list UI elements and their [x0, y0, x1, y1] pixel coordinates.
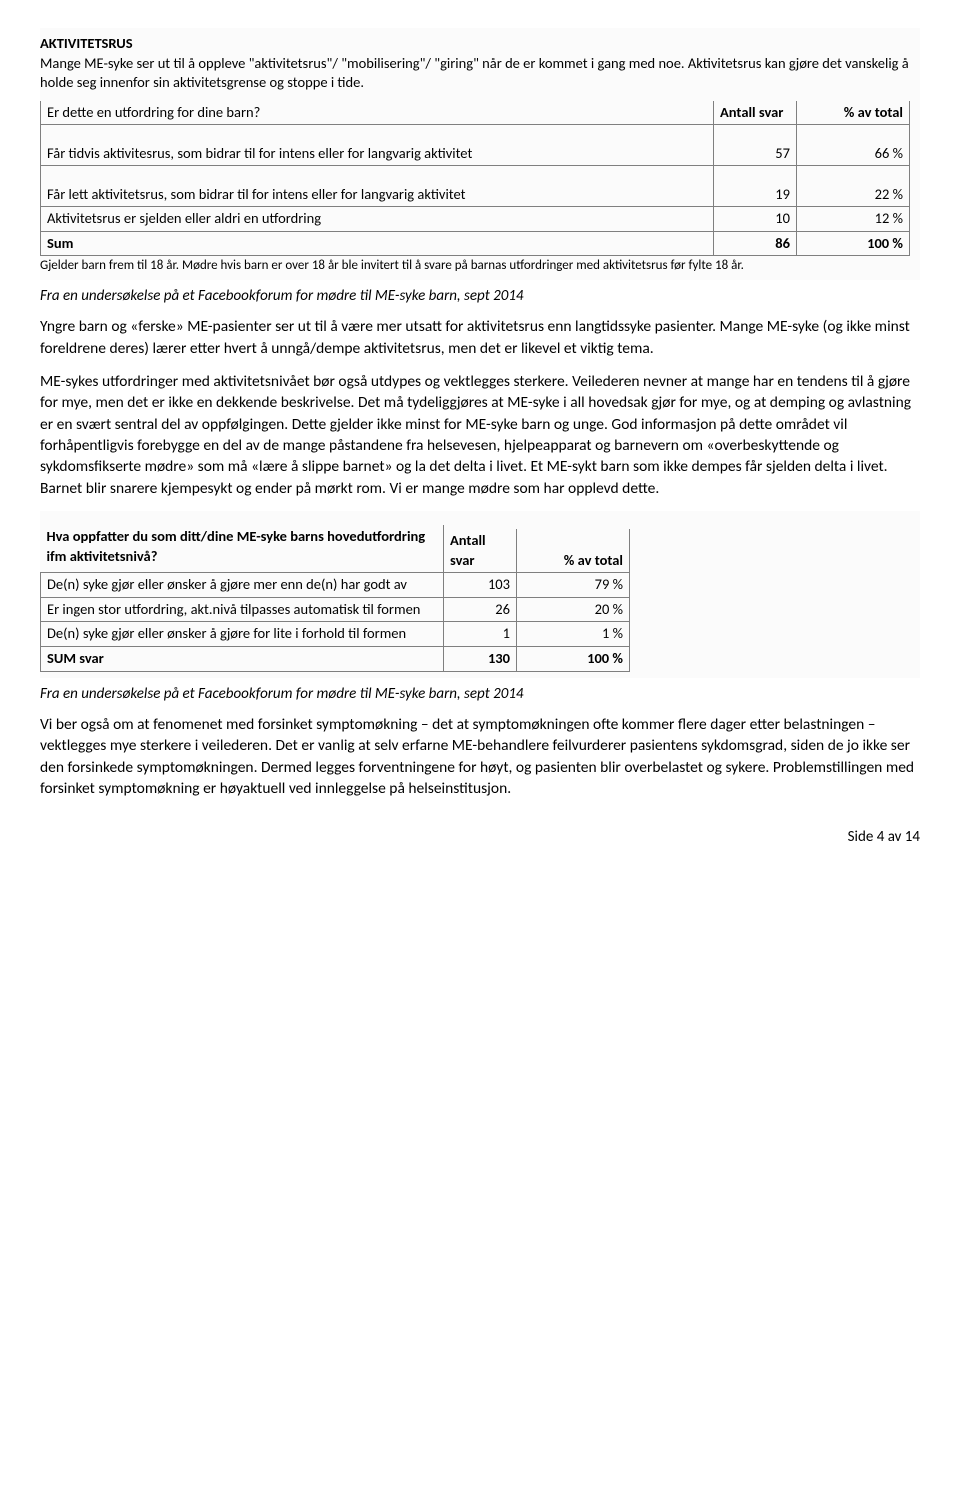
row-n: 103 — [444, 573, 517, 598]
page-footer: Side 4 av 14 — [40, 827, 920, 847]
table-row: Aktivitetsrus er sjelden eller aldri en … — [41, 207, 910, 232]
row-n: 57 — [714, 125, 797, 166]
row-label: Får lett aktivitetsrus, som bidrar til f… — [41, 166, 714, 207]
row-n: 26 — [444, 597, 517, 622]
row-p: 79 % — [517, 573, 630, 598]
paragraph-3: Vi ber også om at fenomenet med forsinke… — [40, 714, 920, 800]
sum-n: 86 — [714, 231, 797, 256]
table-row: Får lett aktivitetsrus, som bidrar til f… — [41, 166, 910, 207]
table-row: De(n) syke gjør eller ønsker å gjøre for… — [41, 622, 630, 647]
sum-label: SUM svar — [41, 647, 444, 672]
table1-intro: Mange ME-syke ser ut til å oppleve "akti… — [40, 54, 920, 93]
row-label: De(n) syke gjør eller ønsker å gjøre mer… — [41, 573, 444, 598]
row-label: De(n) syke gjør eller ønsker å gjøre for… — [41, 622, 444, 647]
sum-p: 100 % — [517, 647, 630, 672]
row-n: 1 — [444, 622, 517, 647]
table-row: Er ingen stor utfordring, akt.nivå tilpa… — [41, 597, 630, 622]
table2-question: Hva oppfatter du som ditt/dine ME-syke b… — [41, 525, 444, 573]
table1-sum-row: Sum 86 100 % — [41, 231, 910, 256]
caption1: Fra en undersøkelse på et Facebookforum … — [40, 286, 920, 306]
table2-col-n: Antall svar — [444, 529, 517, 573]
table1-title: AKTIVITETSRUS — [40, 34, 920, 54]
table1-question: Er dette en utfordring for dine barn? — [41, 101, 714, 125]
row-p: 1 % — [517, 622, 630, 647]
table-row: De(n) syke gjør eller ønsker å gjøre mer… — [41, 573, 630, 598]
row-label: Er ingen stor utfordring, akt.nivå tilpa… — [41, 597, 444, 622]
row-n: 10 — [714, 207, 797, 232]
table2-sum-row: SUM svar 130 100 % — [41, 647, 630, 672]
row-p: 12 % — [797, 207, 910, 232]
sum-n: 130 — [444, 647, 517, 672]
sum-p: 100 % — [797, 231, 910, 256]
caption2: Fra en undersøkelse på et Facebookforum … — [40, 684, 920, 704]
table2: Hva oppfatter du som ditt/dine ME-syke b… — [40, 525, 630, 671]
row-label: Aktivitetsrus er sjelden eller aldri en … — [41, 207, 714, 232]
table2-col-p: % av total — [517, 529, 630, 573]
table1-col-n: Antall svar — [714, 101, 797, 125]
row-p: 20 % — [517, 597, 630, 622]
row-p: 22 % — [797, 166, 910, 207]
paragraph-1: Yngre barn og «ferske» ME-pasienter ser … — [40, 316, 920, 359]
table1-block: AKTIVITETSRUS Mange ME-syke ser ut til å… — [40, 28, 920, 280]
table1-col-p: % av total — [797, 101, 910, 125]
row-n: 19 — [714, 166, 797, 207]
table2-block: Hva oppfatter du som ditt/dine ME-syke b… — [40, 511, 920, 677]
table1: Er dette en utfordring for dine barn? An… — [40, 101, 910, 257]
row-p: 66 % — [797, 125, 910, 166]
table-row: Får tidvis aktivitesrus, som bidrar til … — [41, 125, 910, 166]
table1-footnote: Gjelder barn frem til 18 år. Mødre hvis … — [40, 258, 920, 274]
paragraph-2: ME-sykes utfordringer med aktivitetsnivå… — [40, 371, 920, 499]
sum-label: Sum — [41, 231, 714, 256]
row-label: Får tidvis aktivitesrus, som bidrar til … — [41, 125, 714, 166]
